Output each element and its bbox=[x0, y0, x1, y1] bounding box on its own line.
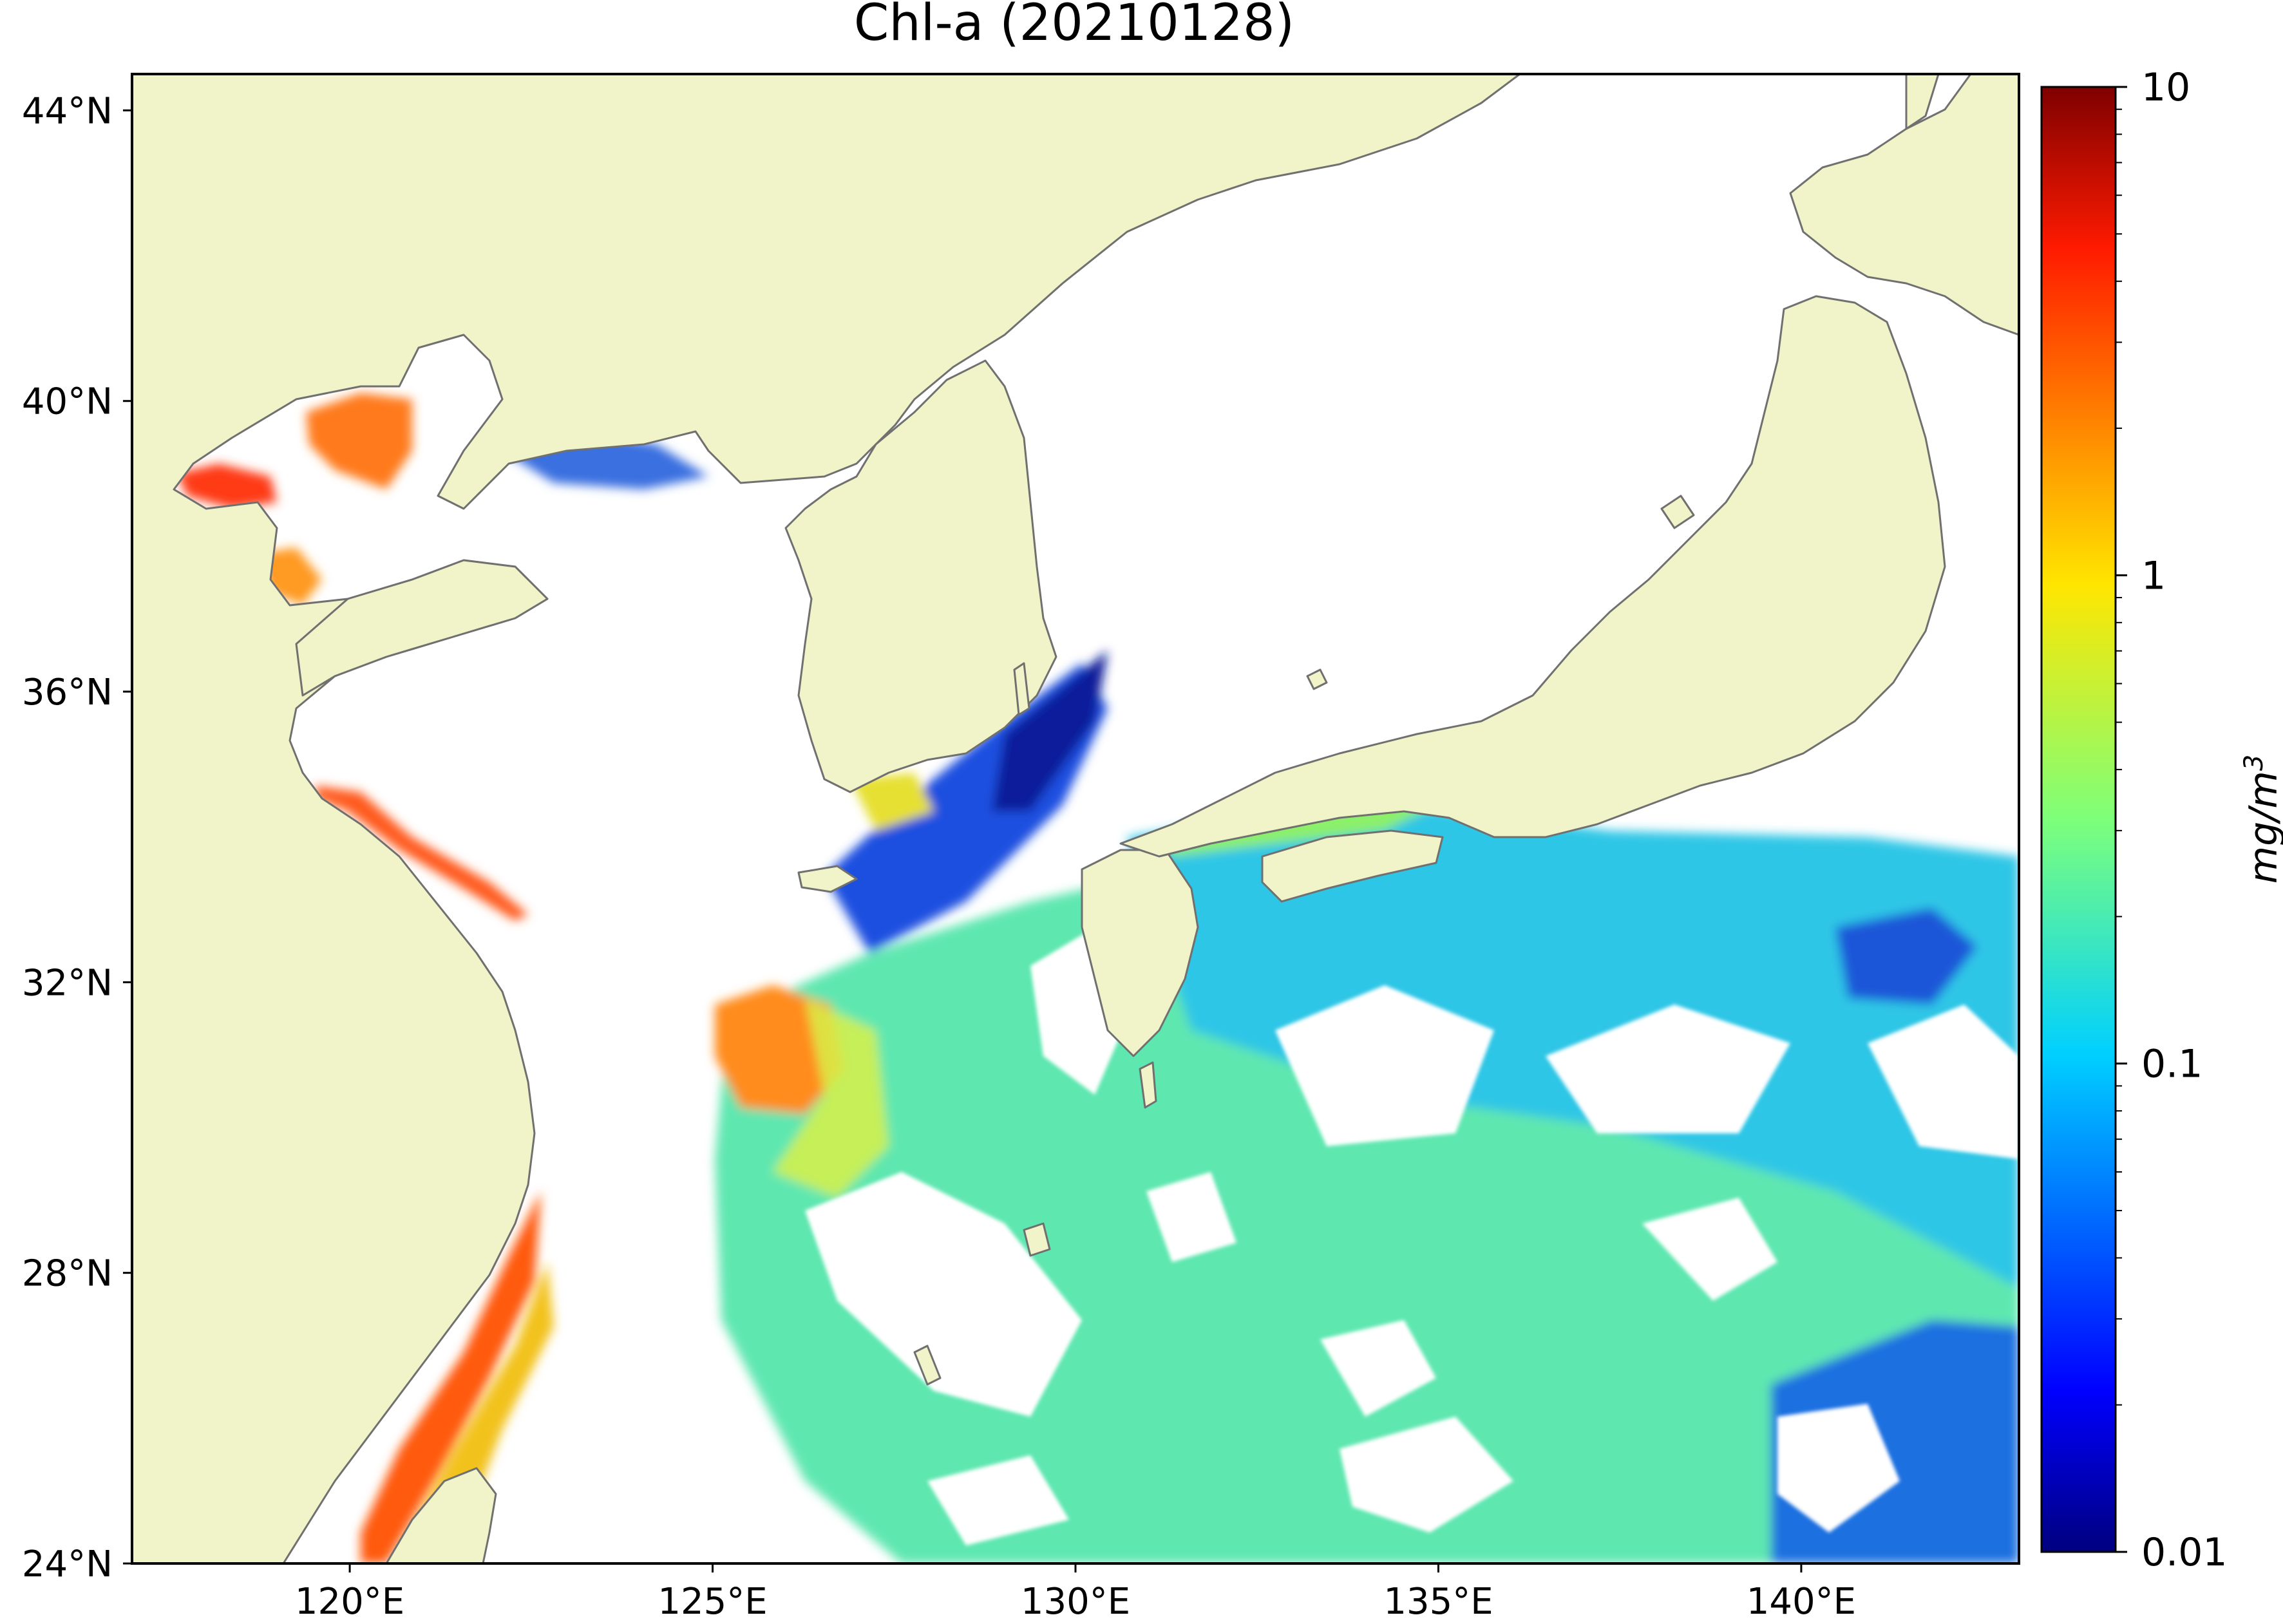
chl-red-bohai-bay bbox=[177, 464, 277, 509]
chl-blue-east-japan bbox=[1835, 908, 1977, 1005]
x-tick-label: 140°E bbox=[1747, 1581, 1856, 1623]
cloud-mask-layer bbox=[805, 927, 2019, 1545]
land-japan-honshu bbox=[1119, 295, 1946, 858]
cloud-patch bbox=[1868, 1005, 2019, 1159]
colorbar-tick-label: 0.01 bbox=[2141, 1530, 2228, 1575]
colorbar-unit-exponent: 3 bbox=[2239, 755, 2269, 771]
colorbar-unit-base: mg/m bbox=[2241, 771, 2283, 883]
cloud-patch bbox=[927, 1455, 1069, 1545]
land-japan-shikoku bbox=[1261, 829, 1444, 903]
chl-orange-liaodong-bay bbox=[306, 393, 412, 489]
colorbar-tick-label: 1 bbox=[2141, 553, 2166, 598]
land-tsushima-island bbox=[1013, 662, 1030, 716]
y-tick-label: 40°N bbox=[22, 381, 113, 423]
cloud-patch bbox=[1340, 1417, 1513, 1533]
colorbar-unit-label: mg/m3 bbox=[2239, 755, 2283, 884]
y-tick-label: 32°N bbox=[22, 962, 113, 1004]
chl-cyan-field bbox=[1127, 798, 2019, 1288]
cloud-patch bbox=[1320, 1320, 1436, 1417]
chl-red-jiangsu-streak bbox=[316, 786, 528, 921]
land-china-mainland bbox=[132, 74, 1521, 1563]
cloud-patch bbox=[1642, 1198, 1777, 1301]
y-tick-label: 24°N bbox=[22, 1544, 113, 1585]
cloud-patch bbox=[1275, 985, 1494, 1146]
land-korean-peninsula bbox=[784, 359, 1057, 793]
x-tick-label: 125°E bbox=[658, 1581, 767, 1623]
colorbar-gradient bbox=[2040, 86, 2117, 1553]
y-tick-label: 28°N bbox=[22, 1253, 113, 1295]
land-amami-island bbox=[1023, 1222, 1051, 1257]
chl-yellow-plume-edge bbox=[773, 998, 889, 1198]
cloud-patch bbox=[1777, 1404, 1900, 1533]
chl-yellow-korea-south bbox=[850, 773, 934, 831]
cloud-patch bbox=[805, 1172, 1082, 1417]
land-layer bbox=[132, 74, 2019, 1563]
y-tick-label: 36°N bbox=[22, 672, 113, 713]
x-tick-label: 130°E bbox=[1021, 1581, 1130, 1623]
land-shandong-peninsula bbox=[295, 559, 549, 697]
chl-darkblue-strait bbox=[992, 650, 1108, 811]
colorbar-ticks: 0.01 0.1 1 10 bbox=[2116, 65, 2228, 1575]
chart-title: Chl-a (20210128) bbox=[854, 0, 1294, 52]
map-area bbox=[132, 74, 2019, 1563]
x-tick-label: 135°E bbox=[1383, 1581, 1493, 1623]
land-oki-island bbox=[1306, 668, 1328, 690]
land-tanegashima-island bbox=[1139, 1061, 1157, 1109]
x-tick-label: 120°E bbox=[295, 1581, 404, 1623]
x-axis: 120°E 125°E 130°E 135°E 140°E bbox=[295, 1563, 1856, 1623]
land-taiwan bbox=[385, 1467, 497, 1563]
chl-red-fujian-coast bbox=[361, 1191, 541, 1563]
colorbar-tick-label: 10 bbox=[2141, 65, 2190, 110]
y-axis: 24°N 28°N 32°N 36°N 40°N 44°N bbox=[22, 90, 132, 1585]
y-tick-label: 44°N bbox=[22, 90, 113, 132]
land-jeju-island bbox=[797, 865, 858, 893]
cloud-patch bbox=[1146, 1172, 1236, 1262]
land-japan-hokkaido bbox=[1789, 74, 2019, 336]
cloud-patch bbox=[1546, 1005, 1790, 1133]
land-okinawa-island bbox=[913, 1345, 942, 1386]
colorbar-tick-label: 0.1 bbox=[2141, 1042, 2202, 1087]
colorbar: 0.01 0.1 1 10 mg/m3 bbox=[2040, 65, 2283, 1575]
land-sado-island bbox=[1660, 495, 1695, 529]
land-sakhalin bbox=[1905, 74, 1940, 130]
